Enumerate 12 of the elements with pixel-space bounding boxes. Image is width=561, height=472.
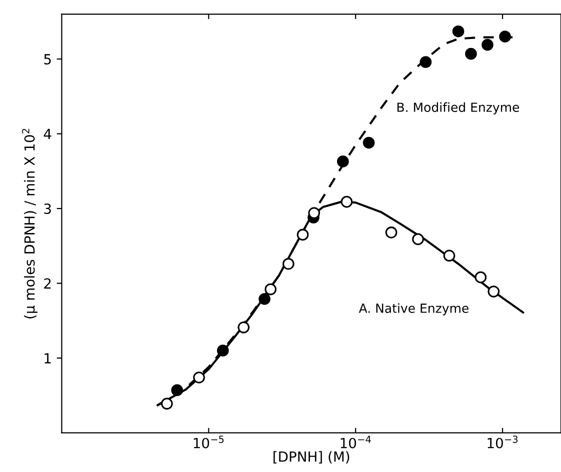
y-tick-label: 1 [44, 353, 51, 364]
x-tick-label: 10$^{−5}$ [194, 436, 224, 448]
annotation: A. Native Enzyme [358, 303, 468, 316]
x-tick-label: 10$^{−4}$ [340, 436, 371, 448]
x-axis-title: [DPNH] (M) [274, 451, 350, 464]
x-tick-label: 10$^{−3}$ [488, 436, 518, 448]
annotation: B. Modified Enzyme [397, 102, 520, 114]
y-tick-label: 5 [44, 54, 51, 64]
y-tick-label: 3 [44, 204, 51, 214]
y-tick-label: 4 [44, 128, 52, 140]
y-axis-title: (µ moles DPNH) / min X 10$^{2}$ [22, 128, 38, 318]
y-tick-label: 2 [44, 278, 51, 289]
